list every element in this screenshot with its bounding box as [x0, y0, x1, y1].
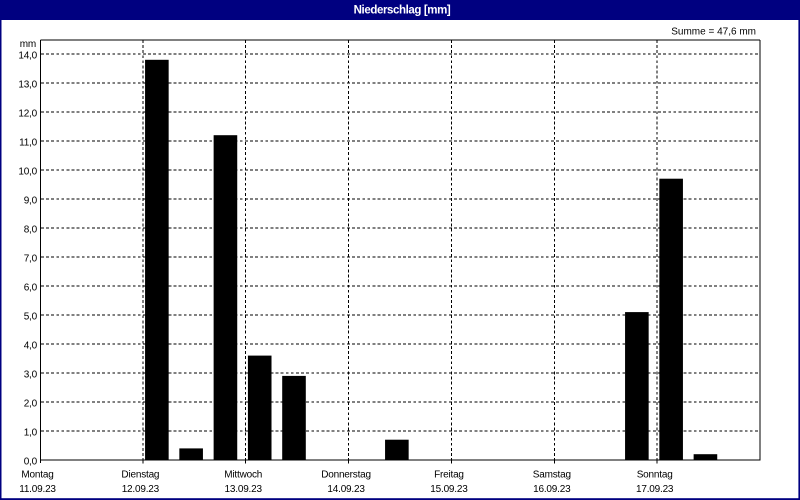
svg-text:mm: mm: [20, 39, 36, 50]
svg-text:10,0: 10,0: [18, 167, 37, 178]
svg-text:8,0: 8,0: [24, 225, 38, 236]
svg-text:Summe = 47,6 mm: Summe = 47,6 mm: [671, 27, 756, 38]
svg-text:Niederschlag [mm]: Niederschlag [mm]: [354, 4, 451, 16]
svg-text:Freitag: Freitag: [434, 470, 464, 481]
svg-text:14,0: 14,0: [18, 51, 37, 62]
svg-text:16.09.23: 16.09.23: [533, 484, 571, 495]
svg-text:Samstag: Samstag: [533, 470, 571, 481]
svg-text:Montag: Montag: [21, 470, 53, 481]
svg-text:4,0: 4,0: [24, 341, 38, 352]
svg-text:2,0: 2,0: [24, 399, 38, 410]
svg-text:9,0: 9,0: [24, 196, 38, 207]
svg-text:Sonntag: Sonntag: [637, 470, 673, 481]
svg-text:3,0: 3,0: [24, 370, 38, 381]
svg-text:0,0: 0,0: [24, 457, 38, 468]
svg-text:12.09.23: 12.09.23: [122, 484, 160, 495]
svg-text:6,0: 6,0: [24, 283, 38, 294]
svg-text:5,0: 5,0: [24, 312, 38, 323]
svg-text:11,0: 11,0: [19, 138, 38, 149]
svg-text:13.09.23: 13.09.23: [225, 484, 263, 495]
svg-text:13,0: 13,0: [18, 80, 37, 91]
svg-text:Donnerstag: Donnerstag: [321, 470, 371, 481]
svg-text:12,0: 12,0: [18, 109, 37, 120]
svg-text:14.09.23: 14.09.23: [327, 484, 365, 495]
svg-text:11.09.23: 11.09.23: [19, 484, 56, 495]
svg-text:15.09.23: 15.09.23: [430, 484, 468, 495]
svg-text:1,0: 1,0: [24, 428, 38, 439]
svg-text:17.09.23: 17.09.23: [636, 484, 674, 495]
svg-text:7,0: 7,0: [24, 254, 38, 265]
svg-text:Mittwoch: Mittwoch: [224, 470, 262, 481]
svg-text:Dienstag: Dienstag: [121, 470, 159, 481]
